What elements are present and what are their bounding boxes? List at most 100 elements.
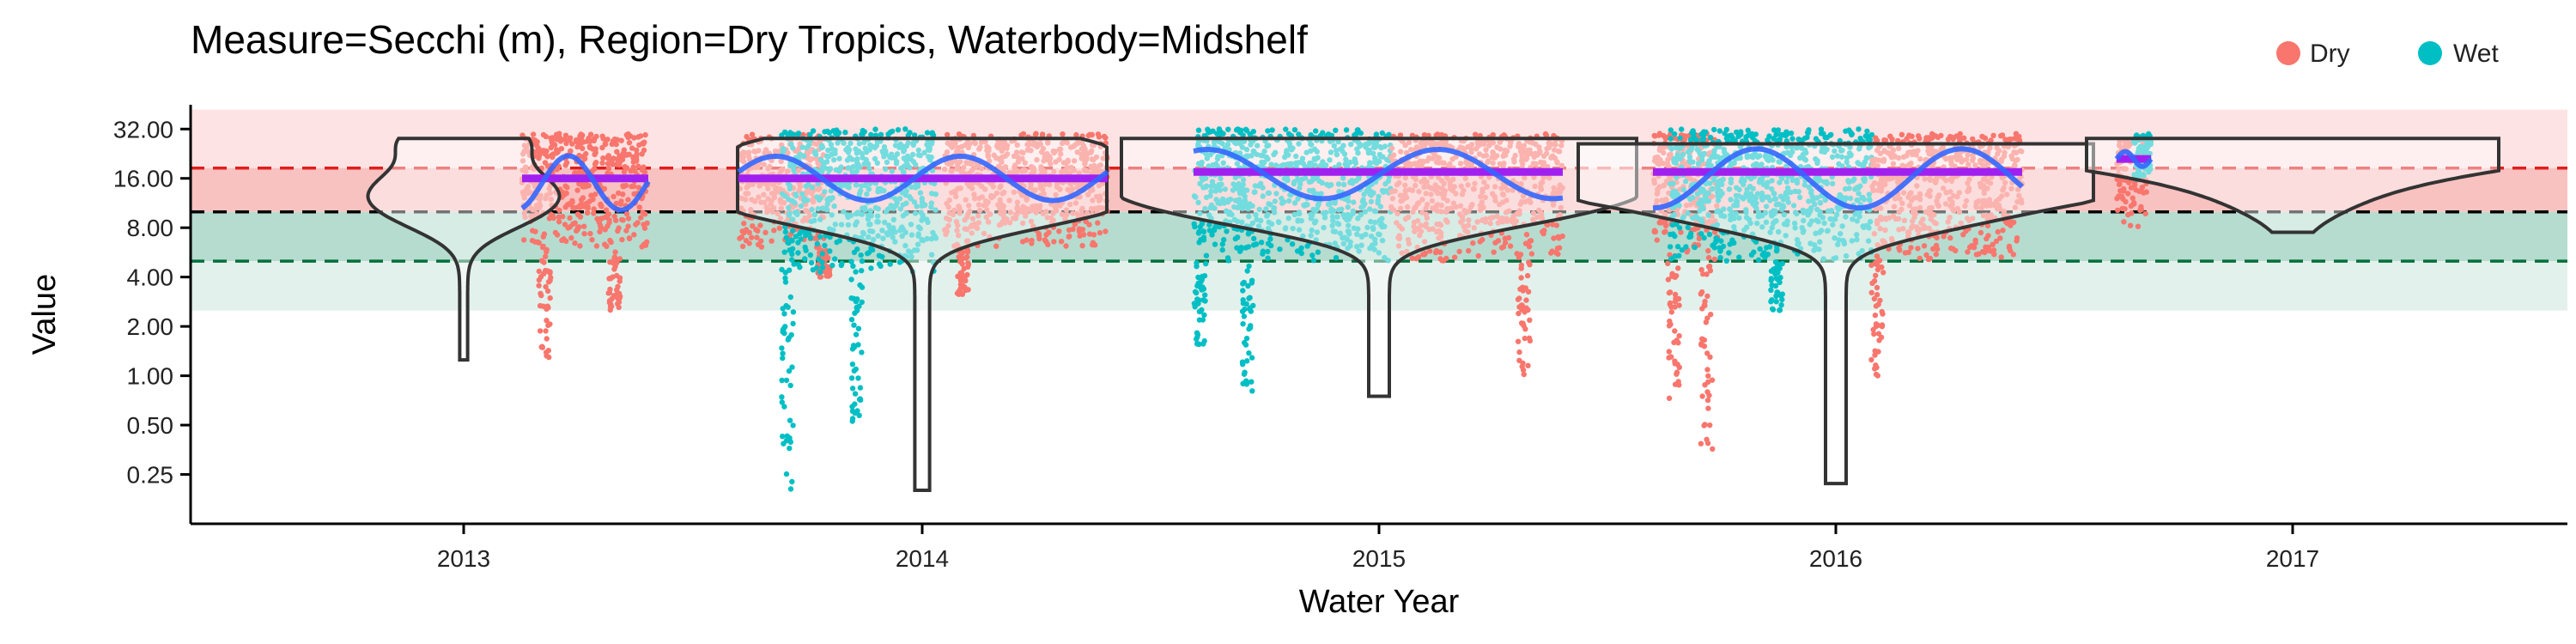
data-point: [642, 131, 648, 138]
data-point: [781, 249, 787, 255]
data-point: [1225, 126, 1231, 132]
data-point: [1667, 244, 1674, 250]
data-point: [1857, 136, 1863, 142]
data-point: [1686, 234, 1692, 240]
data-point: [777, 216, 784, 222]
data-point: [614, 272, 620, 279]
data-point: [918, 210, 924, 216]
data-point: [528, 213, 534, 219]
data-point: [807, 131, 813, 138]
data-point: [1291, 127, 1298, 133]
data-point: [1522, 285, 1529, 291]
data-point: [781, 311, 787, 317]
data-point: [1527, 262, 1533, 268]
data-point: [600, 136, 606, 142]
data-point: [1249, 388, 1255, 394]
data-point: [782, 270, 788, 276]
data-point: [1518, 275, 1524, 281]
data-point: [1211, 227, 1218, 234]
data-point: [1194, 296, 1200, 302]
data-point: [793, 234, 799, 240]
data-point: [553, 147, 560, 153]
data-point: [933, 207, 939, 213]
data-point: [787, 486, 794, 492]
data-point: [1343, 127, 1350, 133]
data-point: [547, 321, 553, 327]
data-point: [1698, 291, 1704, 297]
data-point: [574, 187, 580, 193]
data-point: [1196, 240, 1202, 246]
data-point: [590, 197, 596, 203]
data-point: [1515, 338, 1522, 344]
data-point: [1673, 295, 1679, 301]
data-point: [1265, 248, 1271, 255]
data-point: [807, 234, 814, 241]
data-point: [830, 128, 836, 134]
data-point: [641, 222, 647, 228]
data-point: [1666, 395, 1673, 401]
data-point: [783, 471, 790, 477]
data-point: [547, 295, 553, 301]
data-point: [776, 225, 782, 231]
data-point: [1310, 258, 1317, 264]
data-point: [605, 166, 612, 172]
data-point: [827, 166, 834, 172]
data-point: [782, 228, 789, 235]
data-point: [1856, 126, 1862, 132]
data-point: [1548, 250, 1554, 256]
data-point: [965, 261, 972, 267]
data-point: [635, 163, 641, 169]
data-point: [620, 217, 626, 223]
data-point: [611, 259, 617, 266]
data-point: [543, 283, 549, 290]
data-point: [741, 221, 747, 227]
data-point: [783, 234, 789, 240]
data-point: [908, 196, 914, 202]
data-point: [640, 140, 646, 147]
data-point: [592, 151, 598, 157]
data-point: [902, 242, 908, 249]
data-point: [620, 191, 626, 197]
data-point: [876, 252, 883, 258]
data-point: [572, 220, 578, 226]
data-point: [1777, 137, 1783, 143]
data-point: [1692, 244, 1698, 251]
data-point: [928, 236, 934, 242]
data-point: [803, 208, 809, 214]
data-point: [809, 197, 815, 204]
data-point: [1440, 258, 1447, 264]
data-point: [789, 238, 795, 244]
data-point: [572, 240, 578, 246]
data-point: [543, 349, 550, 355]
data-point: [902, 126, 908, 132]
data-point: [830, 157, 837, 163]
data-point: [845, 165, 851, 171]
data-point: [1765, 137, 1771, 143]
data-point: [765, 185, 771, 191]
data-point: [890, 216, 897, 222]
data-point: [811, 211, 818, 218]
data-point: [1289, 241, 1296, 247]
data-point: [574, 211, 581, 217]
data-point: [617, 278, 623, 284]
data-point: [1684, 249, 1690, 255]
data-point: [544, 306, 550, 312]
data-point: [813, 155, 819, 162]
data-point: [1076, 226, 1083, 232]
data-point: [1672, 361, 1678, 367]
data-point: [1716, 245, 1722, 251]
data-point: [790, 131, 796, 137]
data-point: [638, 215, 644, 221]
data-point: [1525, 362, 1531, 368]
guideline-bands: [191, 109, 2567, 311]
data-point: [536, 276, 542, 283]
data-point: [1244, 268, 1250, 274]
data-point: [797, 264, 803, 270]
data-point: [1662, 222, 1669, 229]
data-point: [1212, 241, 1218, 247]
data-point: [842, 130, 848, 136]
data-point: [1701, 337, 1708, 343]
data-point: [779, 132, 785, 138]
data-point: [1096, 134, 1103, 140]
data-point: [782, 275, 788, 282]
